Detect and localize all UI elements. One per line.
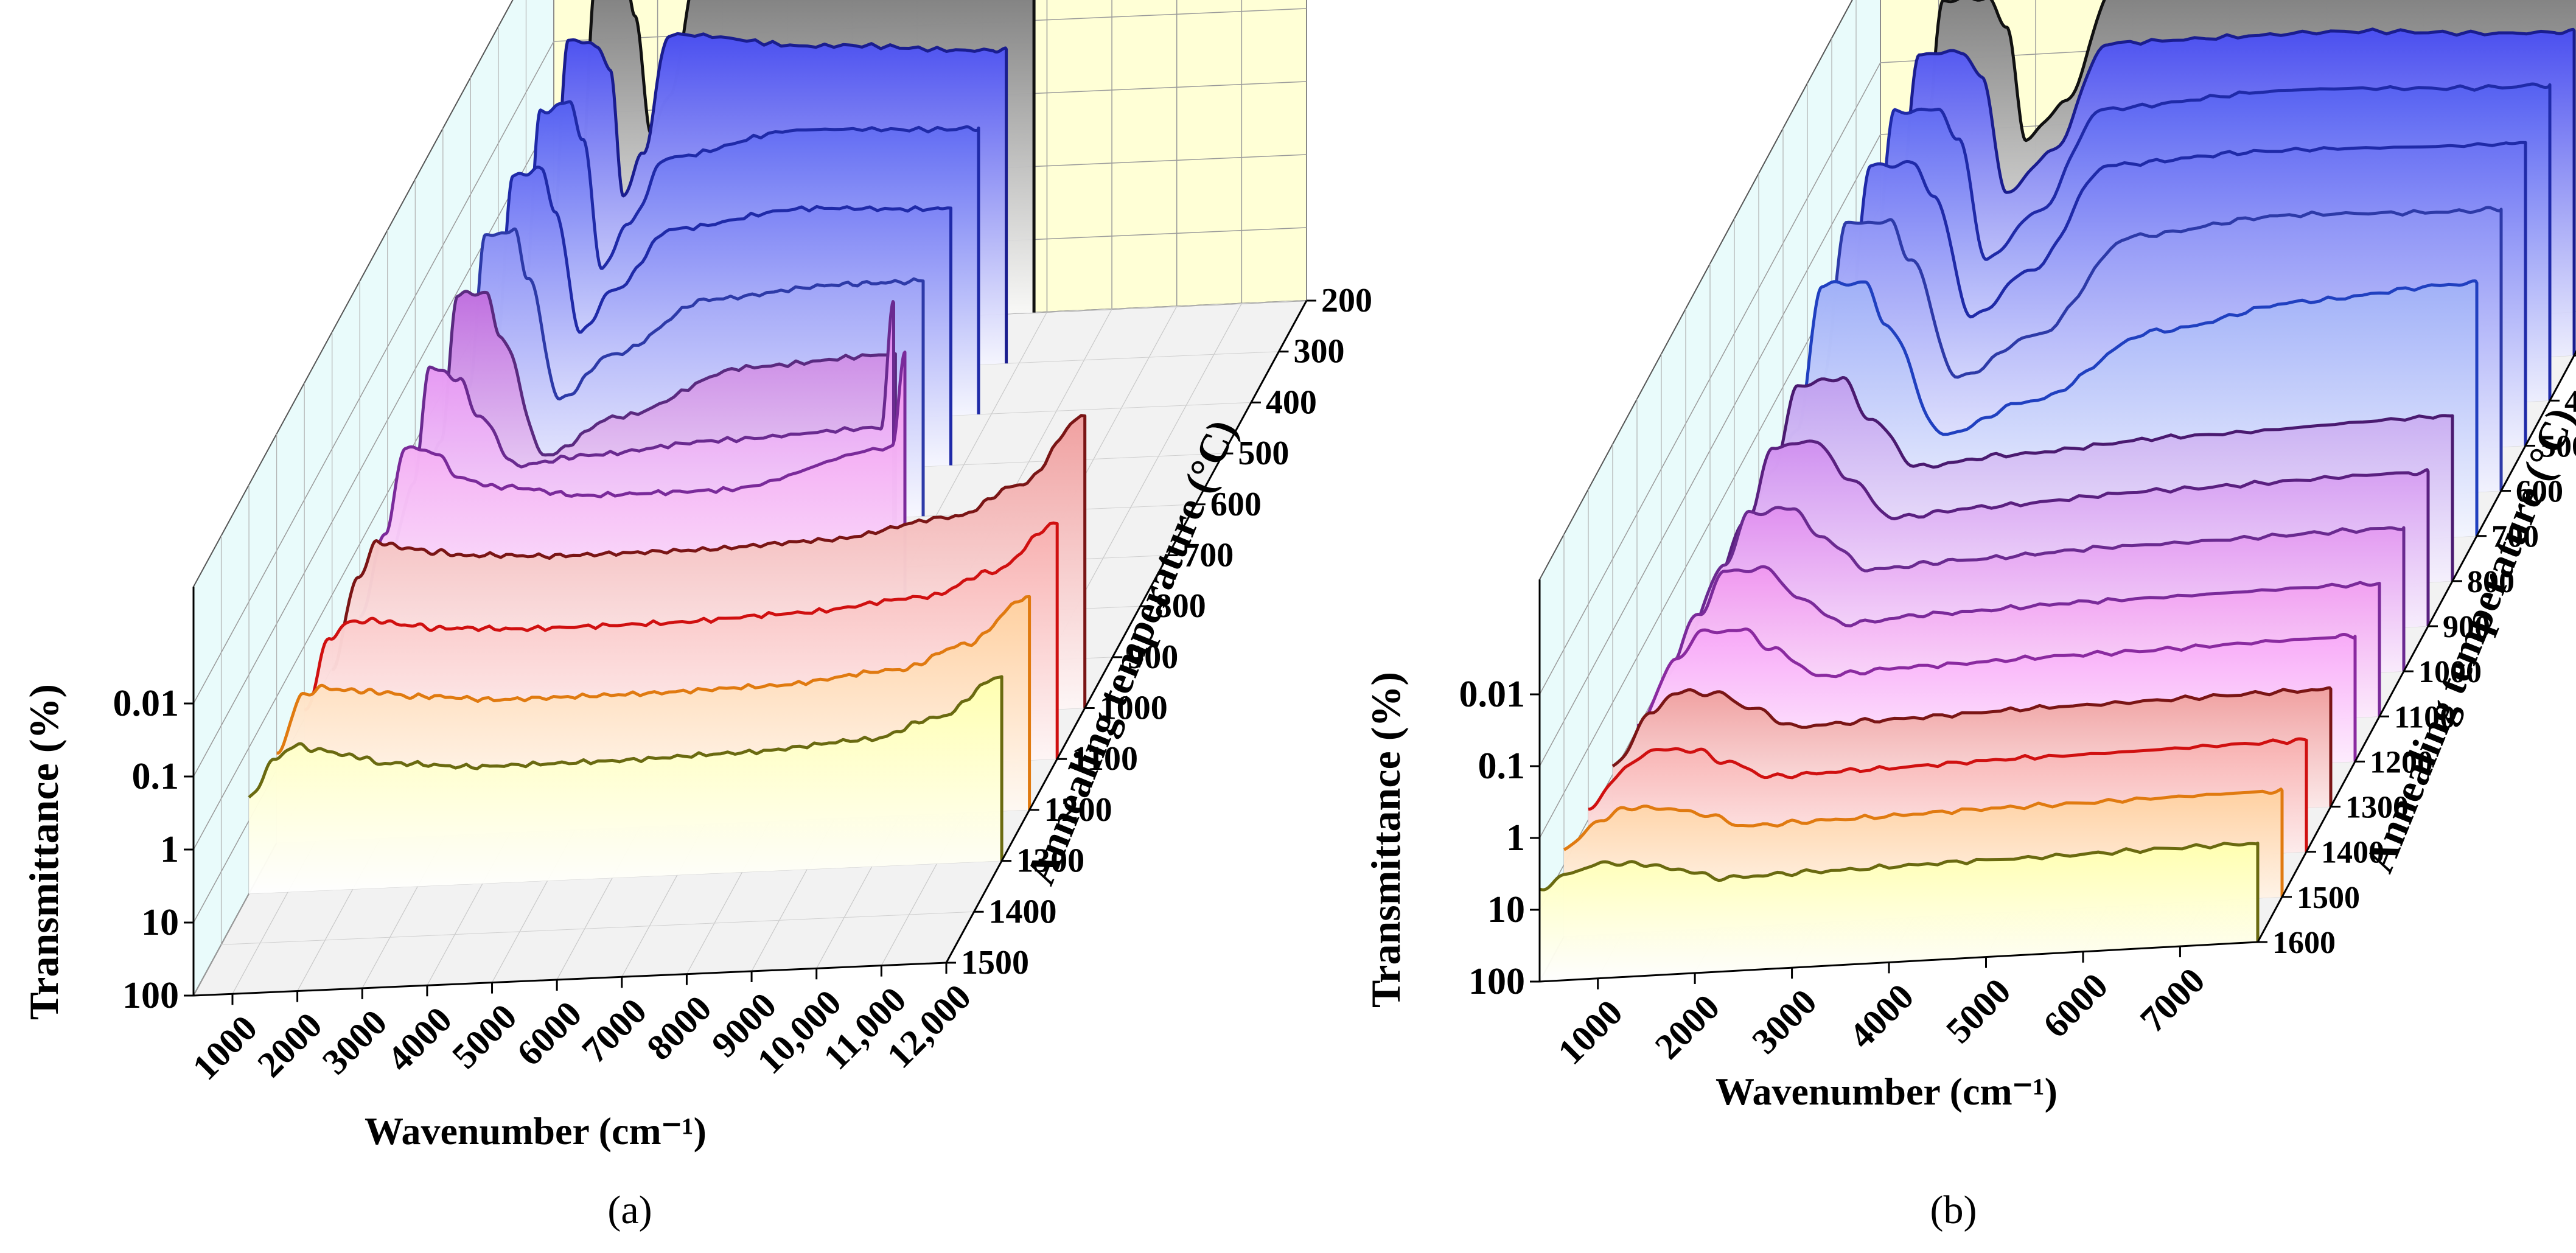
x-tick-label: 3000 <box>315 1002 395 1082</box>
panel-b: 1000 2000 3000 4000 5000 6000 70001001010.10.0… <box>1363 0 2576 1232</box>
series-line-1300 <box>248 675 1004 861</box>
series-line-300 <box>526 32 1008 364</box>
z-tick-label: 900 <box>1127 638 1178 676</box>
y-axis-title: Transmittance (%) <box>21 684 67 1020</box>
y-tick-label: 1 <box>1506 817 1525 859</box>
z-tick-label: 200 <box>1321 282 1372 319</box>
z-tick-label: 1100 <box>1072 740 1138 778</box>
x-tick-label: 3000 <box>1744 982 1824 1062</box>
series-line-1300 <box>1611 686 2333 807</box>
x-tick-label: 5000 <box>1938 971 2019 1051</box>
z-tick-label: 700 <box>1182 536 1234 574</box>
series-line-400 <box>498 100 980 414</box>
z-tick-label: 1500 <box>961 944 1029 982</box>
z-tick-label: 300 <box>1293 333 1344 371</box>
x-axis-title: Wavenumber (cm⁻¹) <box>1716 1070 2058 1113</box>
series-line-1200 <box>276 595 1031 810</box>
series-line-1600 <box>1539 842 2260 942</box>
z-tick-label: 1600 <box>2272 926 2336 960</box>
x-axis-line <box>1539 941 2258 983</box>
z-tick-label: 1400 <box>989 893 1057 930</box>
z-tick-label: 1300 <box>1016 842 1084 880</box>
x-tick-label: 2000 <box>1647 986 1728 1067</box>
floor-gridline <box>249 860 1002 895</box>
x-axis-title: Wavenumber (cm⁻¹) <box>365 1109 707 1153</box>
series-area-1300 <box>249 676 1002 894</box>
y-tick-label: 1 <box>160 829 179 870</box>
series-area-1600 <box>1540 843 2258 982</box>
x-tick-label: 4000 <box>380 999 460 1080</box>
x-tick-label: 7000 <box>2132 960 2213 1041</box>
z-tick-label: 1000 <box>1100 689 1168 727</box>
z-tick-label: 1400 <box>2321 836 2384 870</box>
series-line-600 <box>1782 206 2503 491</box>
z-tick-label: 1100 <box>2394 700 2456 735</box>
y-tick-label: 10 <box>1487 889 1525 930</box>
z-tick-label: 600 <box>1210 486 1262 523</box>
z-tick-label: 1000 <box>2418 655 2482 689</box>
series-line-1100 <box>1661 565 2381 717</box>
series-line-1100 <box>304 521 1059 759</box>
x-tick-label: 4000 <box>1841 976 1922 1056</box>
series-line-1200 <box>1636 627 2357 762</box>
z-tick-label: 800 <box>2467 565 2515 599</box>
x-tick-label: 6000 <box>2036 965 2116 1045</box>
y-tick-label: 10 <box>141 902 179 943</box>
panel-caption: (b) <box>1930 1188 1977 1232</box>
z-tick-label: 1200 <box>1044 791 1112 829</box>
panel-caption: (a) <box>607 1188 652 1232</box>
side-wall-gridline <box>193 114 554 777</box>
panel-a: 10002000300040005000600070008000900010,0… <box>21 0 1372 1232</box>
z-tick-label: 1300 <box>2345 791 2409 825</box>
x-tick-label: 6000 <box>509 993 590 1073</box>
z-axis-line <box>945 300 1308 963</box>
series-line-900 <box>358 351 907 666</box>
z-tick-label: 1500 <box>2297 881 2360 915</box>
z-tick-label: 900 <box>2443 610 2490 644</box>
series-line-800 <box>386 300 895 617</box>
y-tick-label: 0.01 <box>113 683 180 724</box>
z-tick-label: 500 <box>1238 435 1289 472</box>
x-tick-label: 8000 <box>639 988 719 1068</box>
y-tick-label: 0.1 <box>132 756 180 797</box>
series-line-500 <box>1807 141 2527 446</box>
floor-gridline <box>221 911 974 945</box>
series-line-1500 <box>1563 787 2284 897</box>
series-line-700 <box>1757 279 2479 536</box>
series-line-1400 <box>1588 737 2308 852</box>
series-line-500 <box>470 166 952 466</box>
series-line-800 <box>1733 376 2454 581</box>
y-tick-label: 100 <box>1468 961 1525 1002</box>
x-tick-label: 7000 <box>574 991 654 1071</box>
y-tick-label: 0.01 <box>1459 674 1526 715</box>
series-line-300 <box>1855 27 2576 356</box>
z-tick-label: 600 <box>2516 475 2563 509</box>
x-tick-label: 1000 <box>185 1008 265 1088</box>
x-tick-label: 2000 <box>250 1005 330 1085</box>
z-tick-label: 400 <box>1266 383 1317 421</box>
z-tick-label: 400 <box>2564 384 2576 419</box>
series-line-200 <box>1879 0 2106 303</box>
z-tick-label: 1200 <box>2370 745 2433 780</box>
series-line-900 <box>1709 439 2430 626</box>
y-tick-label: 0.1 <box>1478 745 1526 787</box>
z-tick-label: 500 <box>2540 429 2576 464</box>
x-tick-label: 5000 <box>444 996 525 1077</box>
y-tick-label: 100 <box>122 975 179 1016</box>
side-wall-gridline <box>193 41 554 704</box>
x-axis-line <box>193 962 947 997</box>
z-tick-label: 700 <box>2491 520 2539 554</box>
series-line-400 <box>1831 82 2552 401</box>
series-line-1000 <box>332 414 1087 708</box>
series-line-1000 <box>1685 506 2406 672</box>
z-tick-label: 800 <box>1155 587 1206 625</box>
x-tick-label: 1000 <box>1550 992 1630 1072</box>
y-axis-title: Transmittance (%) <box>1363 672 1409 1008</box>
